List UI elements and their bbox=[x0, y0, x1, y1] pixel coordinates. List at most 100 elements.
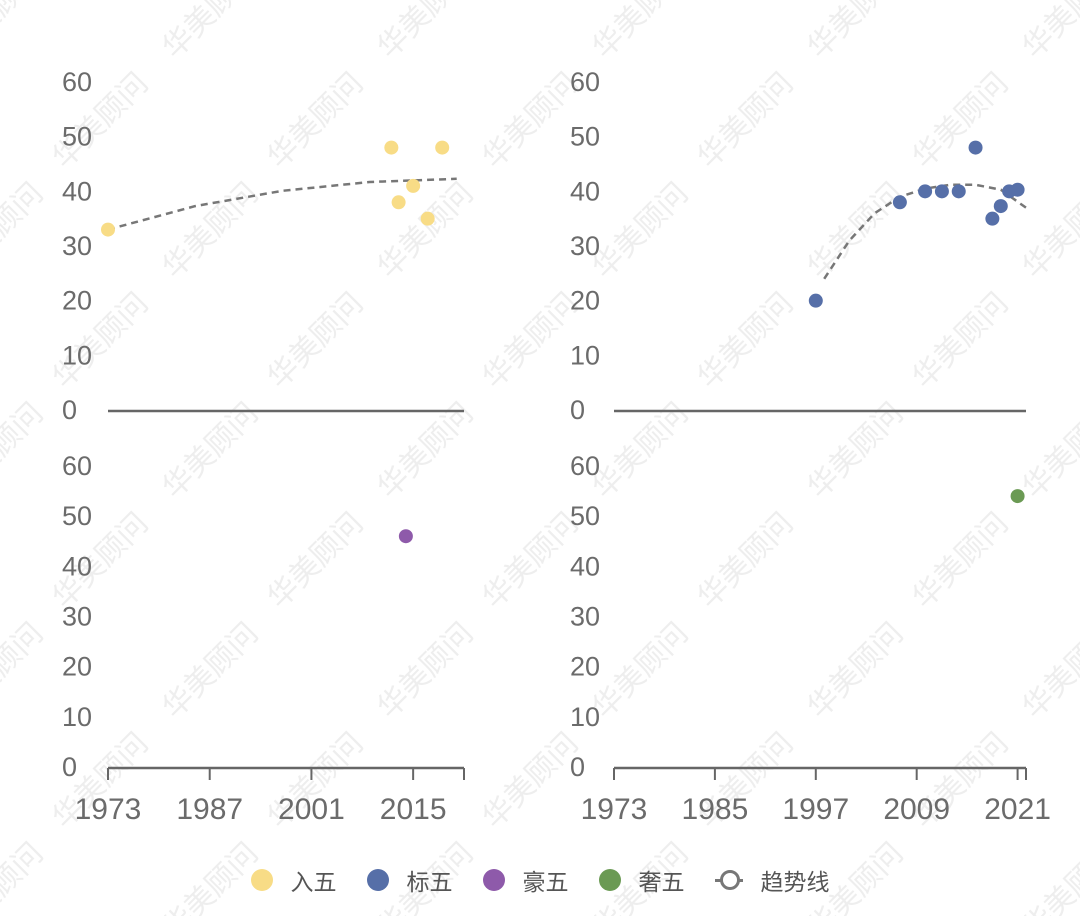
data-point bbox=[1010, 182, 1025, 197]
watermark-text: 华美顾问 bbox=[371, 396, 481, 506]
data-point bbox=[1010, 489, 1025, 504]
watermark-text: 华美顾问 bbox=[0, 176, 51, 286]
y-tick-label: 30 bbox=[62, 602, 92, 632]
y-tick-label: 20 bbox=[570, 286, 600, 316]
watermark-text: 华美顾问 bbox=[691, 286, 801, 396]
trendline bbox=[823, 183, 1027, 280]
legend-dot-bw-icon bbox=[366, 869, 389, 891]
watermark-text: 华美顾问 bbox=[906, 506, 1016, 616]
watermark-text: 华美顾问 bbox=[801, 616, 911, 726]
panel-top-right: 0 10 20 30 40 50 60 bbox=[570, 67, 1027, 425]
y-tick-label: 30 bbox=[570, 231, 600, 261]
x-tick-label: 1997 bbox=[782, 793, 849, 826]
watermark-text: 华美顾问 bbox=[906, 66, 1016, 176]
legend-label-bw: 标五 bbox=[406, 870, 453, 896]
legend-label-trend: 趋势线 bbox=[760, 870, 830, 896]
y-tick-label: 50 bbox=[62, 501, 92, 531]
y-tick-label: 60 bbox=[62, 451, 92, 481]
watermark-text: 华美顾问 bbox=[261, 286, 371, 396]
watermark-text: 华美顾问 bbox=[261, 66, 371, 176]
watermark-text: 华美顾问 bbox=[586, 176, 696, 286]
data-point bbox=[934, 184, 949, 199]
data-point bbox=[951, 184, 966, 199]
data-point bbox=[993, 199, 1008, 214]
watermark-text: 华美顾问 bbox=[0, 0, 51, 66]
x-tick-label: 1973 bbox=[581, 793, 648, 826]
watermark-text: 华美顾问 bbox=[1016, 616, 1080, 726]
watermark-text: 华美顾问 bbox=[156, 396, 266, 506]
y-tick-label: 50 bbox=[570, 501, 600, 531]
x-tick-label: 1985 bbox=[682, 793, 749, 826]
watermark-text: 华美顾问 bbox=[371, 176, 481, 286]
watermark-text: 华美顾问 bbox=[691, 506, 801, 616]
y-tick-label: 50 bbox=[570, 122, 600, 152]
y-tick-label: 20 bbox=[570, 652, 600, 682]
y-tick-label: 30 bbox=[570, 602, 600, 632]
legend-dot-sw-icon bbox=[598, 869, 621, 891]
y-tick-label: 0 bbox=[62, 395, 77, 425]
panel-top-left: 0 10 20 30 40 50 60 bbox=[62, 67, 464, 425]
legend-dot-hw-icon bbox=[482, 869, 505, 891]
y-tick-label: 0 bbox=[62, 752, 77, 782]
watermark-text: 华美顾问 bbox=[0, 396, 51, 506]
watermark-text: 华美顾问 bbox=[691, 66, 801, 176]
watermark-text: 华美顾问 bbox=[261, 506, 371, 616]
y-tick-label: 60 bbox=[62, 67, 92, 97]
watermark-text: 华美顾问 bbox=[1016, 0, 1080, 66]
y-tick-label: 30 bbox=[62, 231, 92, 261]
watermark-text: 华美顾问 bbox=[156, 0, 266, 66]
data-point bbox=[968, 140, 983, 155]
data-point bbox=[384, 140, 399, 155]
data-point bbox=[406, 178, 421, 193]
watermark-text: 华美顾问 bbox=[586, 396, 696, 506]
trendline-icon bbox=[714, 869, 743, 891]
y-tick-label: 20 bbox=[62, 286, 92, 316]
data-point bbox=[101, 222, 115, 237]
trendline bbox=[107, 177, 457, 231]
legend-dot-rw-icon bbox=[250, 869, 273, 891]
y-tick-label: 40 bbox=[62, 176, 92, 206]
data-point bbox=[391, 195, 406, 210]
watermark-text: 华美顾问 bbox=[586, 616, 696, 726]
legend-item-bw[interactable]: 标五 bbox=[366, 863, 453, 897]
x-tick-label: 1973 bbox=[75, 793, 142, 826]
data-point bbox=[892, 195, 907, 210]
y-tick-label: 40 bbox=[570, 176, 600, 206]
watermark-text: 华美顾问 bbox=[906, 286, 1016, 396]
panel-bottom-left: 0 10 20 30 40 50 60 1973 1987 2001 2015 bbox=[62, 451, 465, 826]
legend-label-sw: 奢五 bbox=[638, 870, 685, 896]
legend-item-hw[interactable]: 豪五 bbox=[482, 863, 569, 897]
x-tick-label: 2001 bbox=[278, 793, 345, 826]
legend-item-trend[interactable]: 趋势线 bbox=[714, 863, 830, 897]
y-tick-label: 10 bbox=[62, 340, 92, 370]
watermark-text: 华美顾问 bbox=[801, 396, 911, 506]
y-tick-label: 20 bbox=[62, 652, 92, 682]
x-tick-label: 2009 bbox=[883, 793, 950, 826]
watermark-text: 华美顾问 bbox=[371, 0, 481, 66]
legend-item-sw[interactable]: 奢五 bbox=[598, 863, 685, 897]
legend: 入五 标五 豪五 奢五 趋势线 bbox=[0, 858, 1080, 902]
y-tick-label: 10 bbox=[570, 340, 600, 370]
watermark-text: 华美顾问 bbox=[801, 0, 911, 66]
y-tick-label: 40 bbox=[570, 551, 600, 581]
data-point bbox=[918, 184, 933, 199]
watermark-text: 华美顾问 bbox=[1016, 176, 1080, 286]
y-tick-label: 40 bbox=[62, 551, 92, 581]
y-tick-label: 10 bbox=[570, 702, 600, 732]
watermark-text: 华美顾问 bbox=[1016, 396, 1080, 506]
legend-label-rw: 入五 bbox=[290, 870, 337, 896]
data-point bbox=[435, 140, 450, 155]
data-point bbox=[985, 211, 1000, 226]
data-point bbox=[808, 293, 823, 308]
x-tick-label: 1987 bbox=[176, 793, 243, 826]
y-tick-label: 0 bbox=[570, 752, 585, 782]
legend-item-rw[interactable]: 入五 bbox=[250, 863, 337, 897]
watermark-text: 华美顾问 bbox=[371, 616, 481, 726]
watermark-text: 华美顾问 bbox=[586, 0, 696, 66]
watermark-text: 华美顾问 bbox=[156, 616, 266, 726]
watermark-text: 华美顾问 bbox=[801, 176, 911, 286]
watermark-text: 华美顾问 bbox=[156, 176, 266, 286]
x-tick-label: 2015 bbox=[380, 793, 447, 826]
